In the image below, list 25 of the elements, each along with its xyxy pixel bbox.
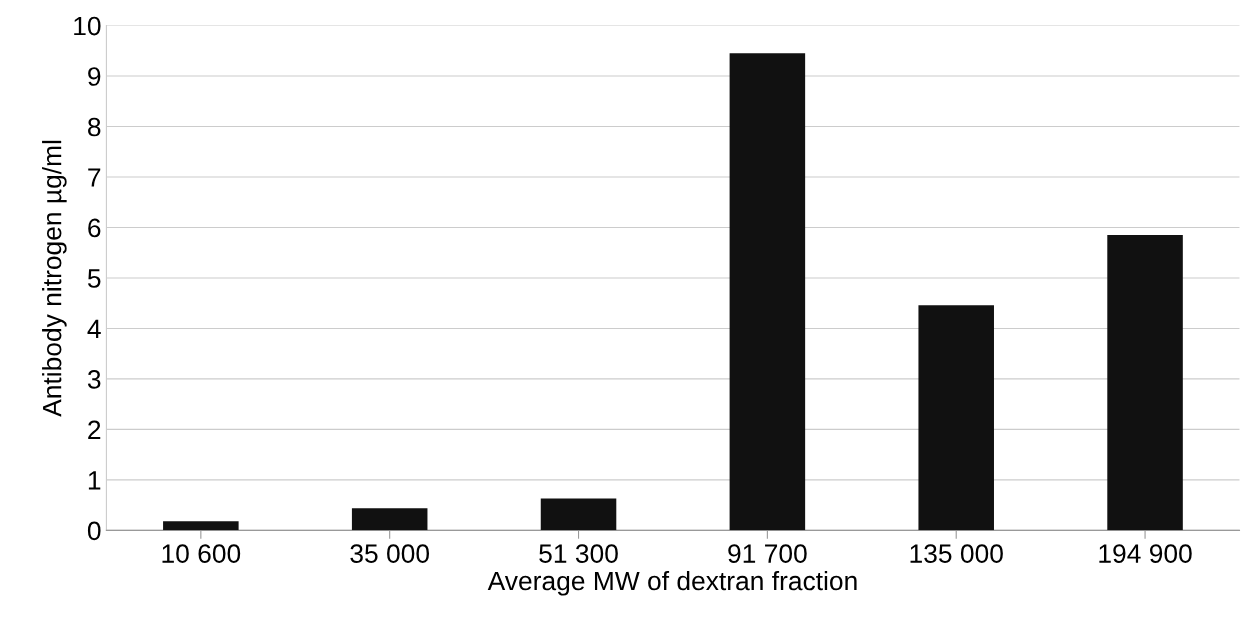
x-tick-label: 10 600 xyxy=(162,544,241,563)
x-tick-label: 35 000 xyxy=(350,544,430,563)
y-tick-label: 0 xyxy=(87,521,101,541)
y-tick-label: 2 xyxy=(88,420,101,439)
y-tick-label: 9 xyxy=(88,67,101,86)
x-tick-label: 91 700 xyxy=(728,544,807,563)
y-axis-title: Antibody nitrogen µg/ml xyxy=(42,140,67,417)
y-tick-label: 6 xyxy=(88,218,101,238)
bar xyxy=(729,53,806,531)
y-tick-label: 4 xyxy=(87,319,101,339)
y-tick-label: 7 xyxy=(88,168,101,187)
x-tick-label: 51 300 xyxy=(539,544,618,563)
x-tick-label: 135 000 xyxy=(910,544,1003,563)
x-tick-label: 194 900 xyxy=(1099,544,1192,563)
bar xyxy=(918,305,994,531)
y-tick-label: 3 xyxy=(87,370,101,389)
y-tick-label: 10 xyxy=(74,16,101,36)
y-tick-label: 5 xyxy=(87,269,101,288)
x-axis-title: Average MW of dextran fraction xyxy=(487,570,857,596)
y-tick-label: 1 xyxy=(88,471,101,490)
bar xyxy=(1107,235,1183,531)
bar xyxy=(351,508,428,531)
bar xyxy=(540,498,617,531)
y-tick-label: 8 xyxy=(88,117,101,137)
bar xyxy=(163,521,239,531)
